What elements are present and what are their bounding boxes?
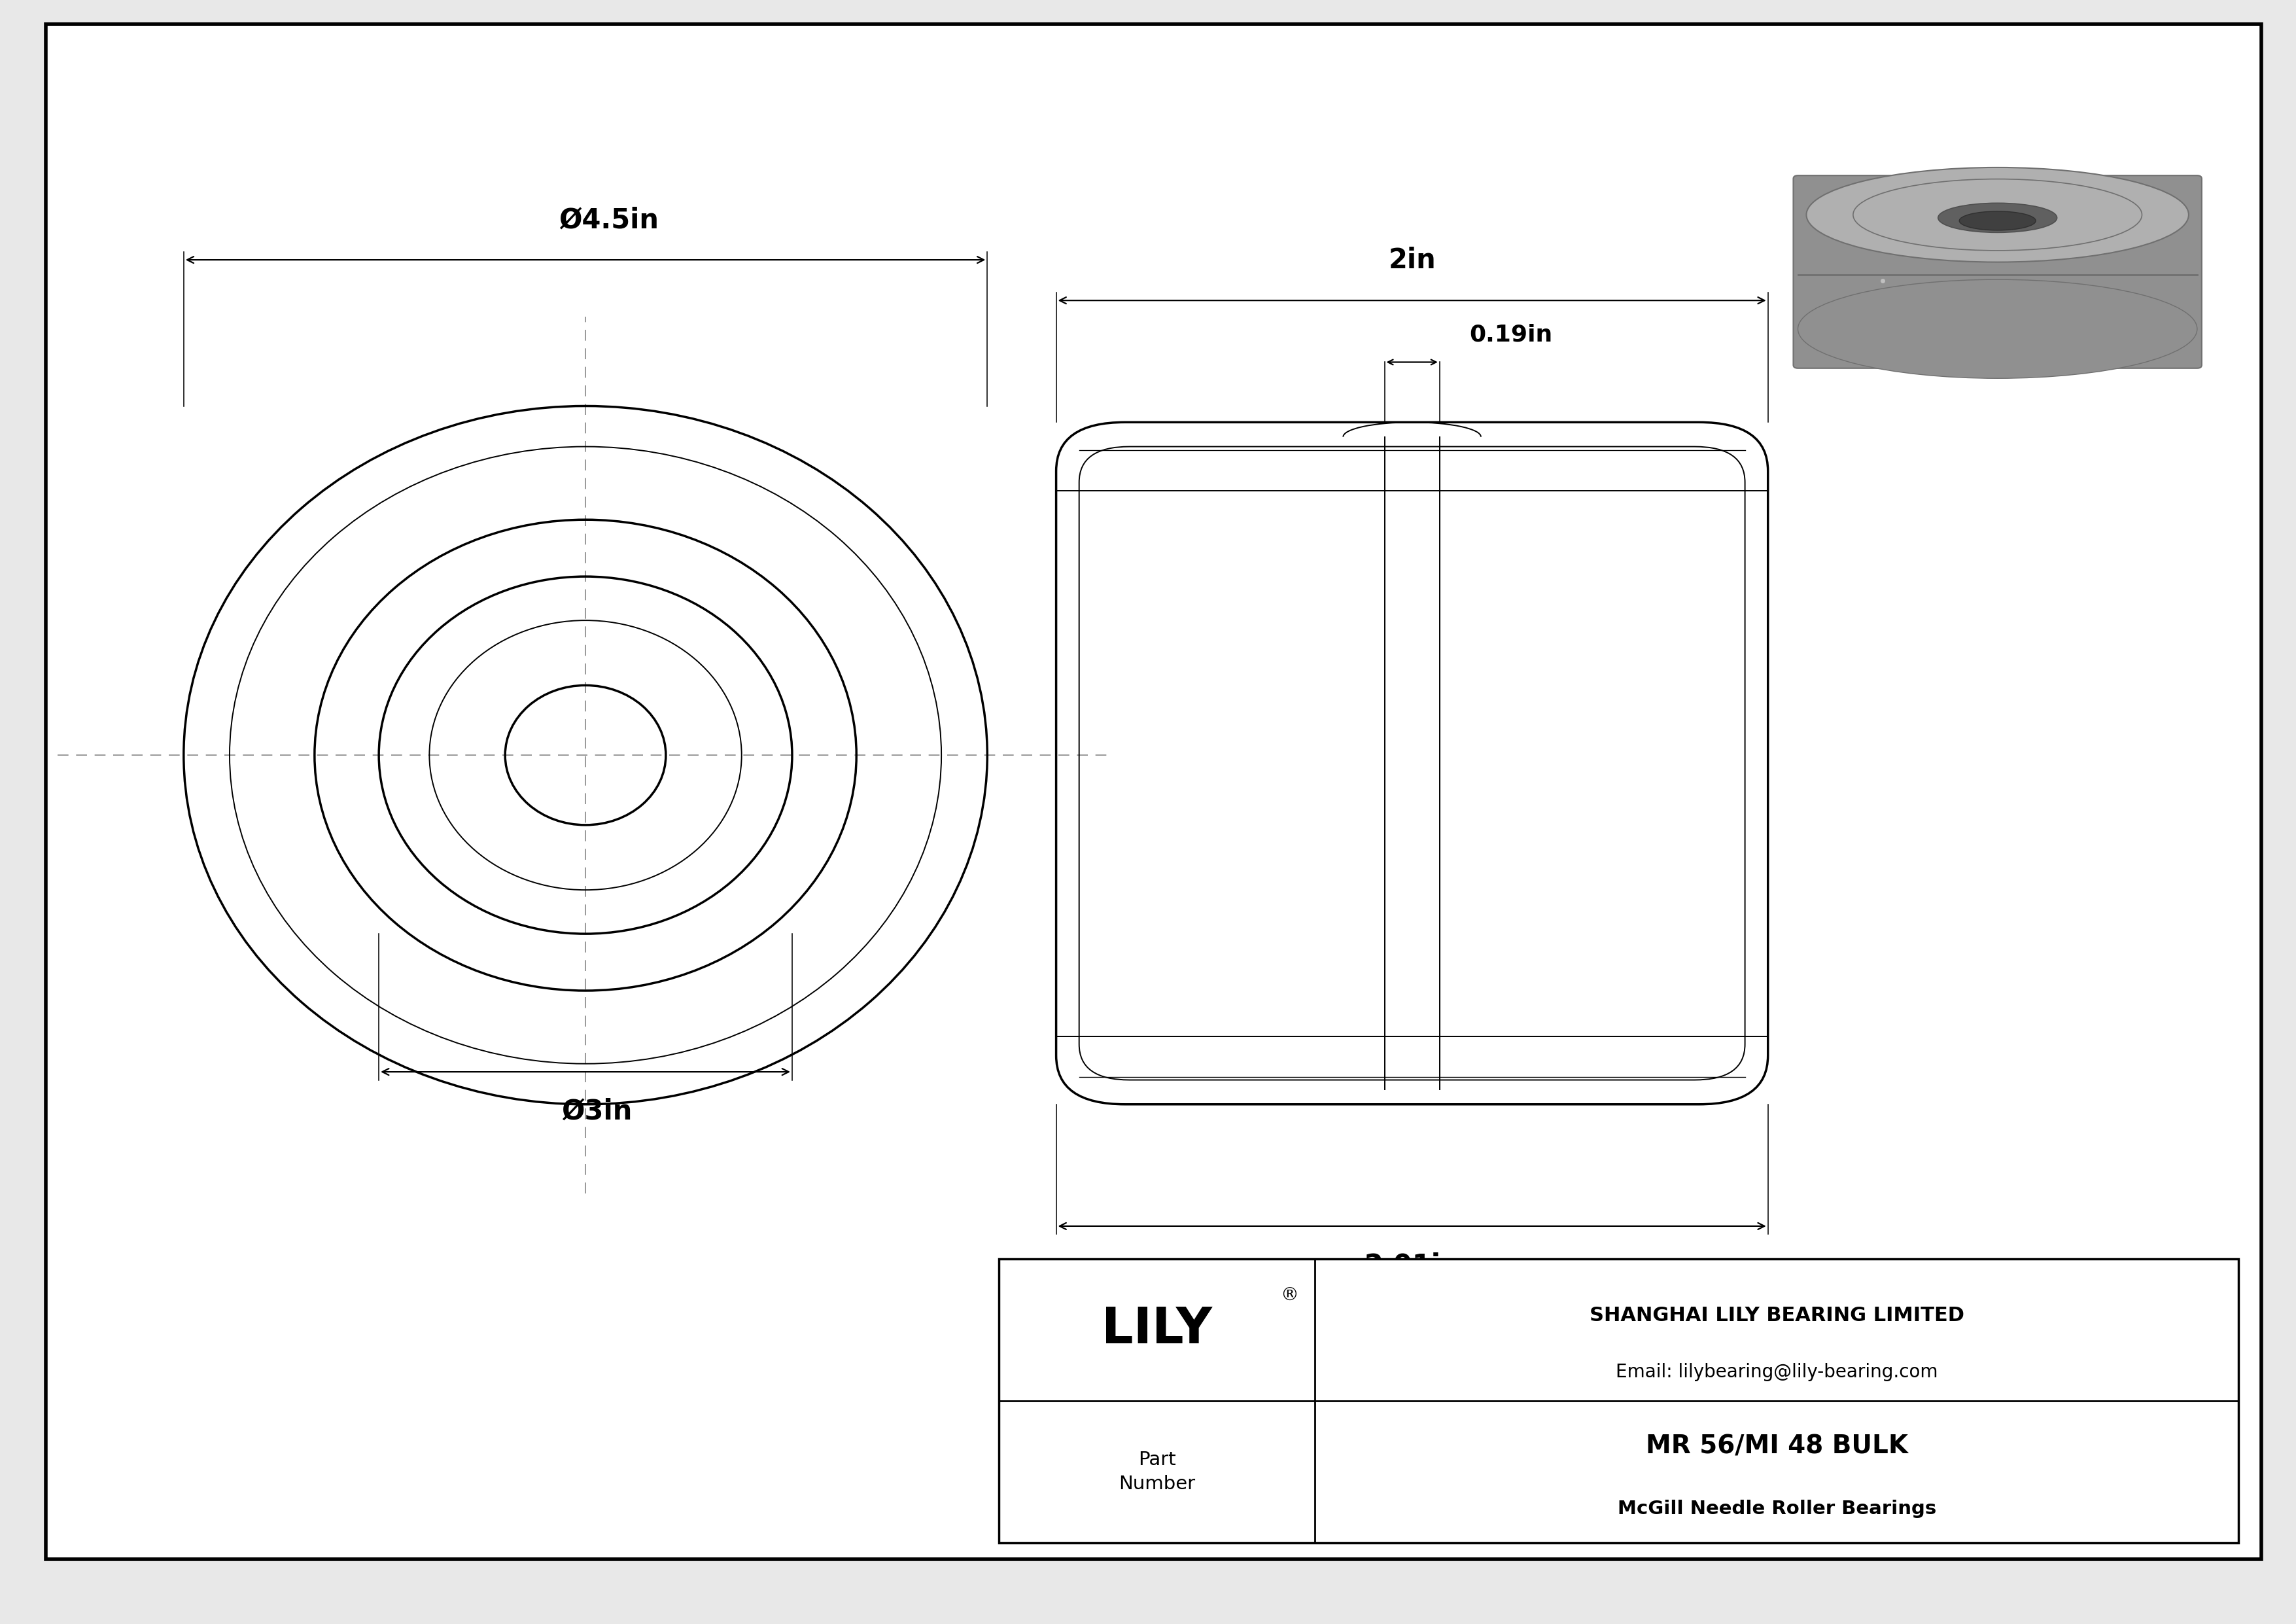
Ellipse shape — [1938, 203, 2057, 232]
Text: 2.01in: 2.01in — [1364, 1252, 1460, 1280]
Text: ®: ® — [1281, 1286, 1300, 1304]
Text: SHANGHAI LILY BEARING LIMITED: SHANGHAI LILY BEARING LIMITED — [1589, 1306, 1963, 1325]
Text: Ø3in: Ø3in — [563, 1098, 631, 1125]
Text: Part
Number: Part Number — [1118, 1450, 1196, 1492]
Ellipse shape — [1807, 167, 2188, 261]
Text: Email: lilybearing@lily-bearing.com: Email: lilybearing@lily-bearing.com — [1616, 1363, 1938, 1382]
Ellipse shape — [1798, 279, 2197, 378]
FancyBboxPatch shape — [1793, 175, 2202, 369]
Bar — [999, 1259, 2239, 1543]
Text: LILY: LILY — [1102, 1306, 1212, 1354]
Text: McGill Needle Roller Bearings: McGill Needle Roller Bearings — [1616, 1499, 1936, 1518]
Text: MR 56/MI 48 BULK: MR 56/MI 48 BULK — [1646, 1434, 1908, 1458]
Text: 2in: 2in — [1389, 247, 1435, 274]
Ellipse shape — [1958, 211, 2037, 231]
Text: Ø4.5in: Ø4.5in — [558, 206, 659, 234]
Text: 0.19in: 0.19in — [1469, 323, 1552, 346]
